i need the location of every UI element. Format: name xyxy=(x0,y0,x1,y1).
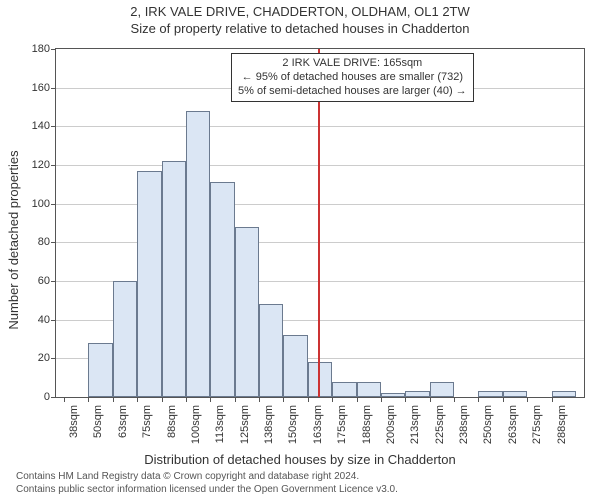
bar xyxy=(235,227,259,397)
plot-area: 02040608010012014016018038sqm50sqm63sqm7… xyxy=(55,48,585,398)
annotation-line1: 2 IRK VALE DRIVE: 165sqm xyxy=(238,57,467,71)
bar xyxy=(430,382,454,397)
ytick-mark xyxy=(51,320,56,321)
bar xyxy=(88,343,112,397)
ytick-mark xyxy=(51,88,56,89)
gridline xyxy=(56,204,584,205)
title-line1: 2, IRK VALE DRIVE, CHADDERTON, OLDHAM, O… xyxy=(0,4,600,19)
xtick-label: 275sqm xyxy=(531,405,543,444)
ytick-label: 80 xyxy=(38,236,50,248)
bar xyxy=(478,391,502,397)
xtick-mark xyxy=(113,397,114,402)
xtick-mark xyxy=(430,397,431,402)
bar xyxy=(552,391,576,397)
bar xyxy=(308,362,332,397)
bar xyxy=(113,281,137,397)
bar xyxy=(210,182,234,397)
bar xyxy=(162,161,186,397)
annotation-box: 2 IRK VALE DRIVE: 165sqm← 95% of detache… xyxy=(231,53,474,102)
ytick-label: 180 xyxy=(32,43,50,55)
annotation-line2: ← 95% of detached houses are smaller (73… xyxy=(238,71,467,85)
bar xyxy=(332,382,356,397)
x-axis-label: Distribution of detached houses by size … xyxy=(0,452,600,467)
chart-container: 2, IRK VALE DRIVE, CHADDERTON, OLDHAM, O… xyxy=(0,0,600,500)
xtick-mark xyxy=(235,397,236,402)
xtick-mark xyxy=(332,397,333,402)
xtick-mark xyxy=(503,397,504,402)
xtick-label: 63sqm xyxy=(117,405,129,438)
ytick-mark xyxy=(51,358,56,359)
title-block: 2, IRK VALE DRIVE, CHADDERTON, OLDHAM, O… xyxy=(0,4,600,36)
gridline xyxy=(56,242,584,243)
bar xyxy=(186,111,210,397)
xtick-label: 50sqm xyxy=(92,405,104,438)
xtick-mark xyxy=(186,397,187,402)
gridline xyxy=(56,126,584,127)
ytick-label: 120 xyxy=(32,159,50,171)
xtick-label: 125sqm xyxy=(239,405,251,444)
xtick-label: 150sqm xyxy=(287,405,299,444)
ytick-mark xyxy=(51,397,56,398)
xtick-mark xyxy=(88,397,89,402)
xtick-label: 88sqm xyxy=(166,405,178,438)
footer-line2: Contains public sector information licen… xyxy=(16,484,398,497)
bar xyxy=(503,391,527,397)
gridline xyxy=(56,165,584,166)
xtick-label: 188sqm xyxy=(361,405,373,444)
ytick-label: 160 xyxy=(32,82,50,94)
bar xyxy=(283,335,307,397)
xtick-mark xyxy=(137,397,138,402)
xtick-mark xyxy=(454,397,455,402)
xtick-label: 75sqm xyxy=(141,405,153,438)
xtick-label: 200sqm xyxy=(385,405,397,444)
xtick-label: 225sqm xyxy=(434,405,446,444)
ytick-label: 40 xyxy=(38,314,50,326)
ytick-label: 140 xyxy=(32,120,50,132)
xtick-mark xyxy=(162,397,163,402)
xtick-mark xyxy=(527,397,528,402)
xtick-mark xyxy=(405,397,406,402)
xtick-label: 100sqm xyxy=(190,405,202,444)
xtick-mark xyxy=(308,397,309,402)
xtick-mark xyxy=(283,397,284,402)
y-axis-label: Number of detached properties xyxy=(6,130,21,350)
xtick-mark xyxy=(552,397,553,402)
ytick-label: 0 xyxy=(44,391,50,403)
xtick-mark xyxy=(381,397,382,402)
bar xyxy=(381,393,405,397)
ytick-mark xyxy=(51,242,56,243)
xtick-label: 288sqm xyxy=(556,405,568,444)
xtick-label: 113sqm xyxy=(214,405,226,443)
bar xyxy=(357,382,381,397)
footer-line1: Contains HM Land Registry data © Crown c… xyxy=(16,471,398,484)
xtick-label: 163sqm xyxy=(312,405,324,444)
xtick-mark xyxy=(64,397,65,402)
xtick-label: 250sqm xyxy=(482,405,494,444)
xtick-label: 175sqm xyxy=(336,405,348,444)
bar xyxy=(405,391,429,397)
ytick-label: 100 xyxy=(32,198,50,210)
xtick-mark xyxy=(478,397,479,402)
footer: Contains HM Land Registry data © Crown c… xyxy=(16,471,398,496)
xtick-label: 138sqm xyxy=(263,405,275,444)
ytick-mark xyxy=(51,126,56,127)
xtick-mark xyxy=(259,397,260,402)
ytick-mark xyxy=(51,204,56,205)
bar xyxy=(137,171,161,397)
ytick-mark xyxy=(51,281,56,282)
xtick-label: 238sqm xyxy=(458,405,470,444)
xtick-label: 38sqm xyxy=(68,405,80,438)
ytick-label: 20 xyxy=(38,352,50,364)
annotation-line3: 5% of semi-detached houses are larger (4… xyxy=(238,85,467,99)
ytick-mark xyxy=(51,49,56,50)
ytick-label: 60 xyxy=(38,275,50,287)
title-line2: Size of property relative to detached ho… xyxy=(0,21,600,36)
xtick-mark xyxy=(210,397,211,402)
xtick-label: 263sqm xyxy=(507,405,519,444)
xtick-mark xyxy=(357,397,358,402)
ytick-mark xyxy=(51,165,56,166)
bar xyxy=(259,304,283,397)
xtick-label: 213sqm xyxy=(409,405,421,444)
